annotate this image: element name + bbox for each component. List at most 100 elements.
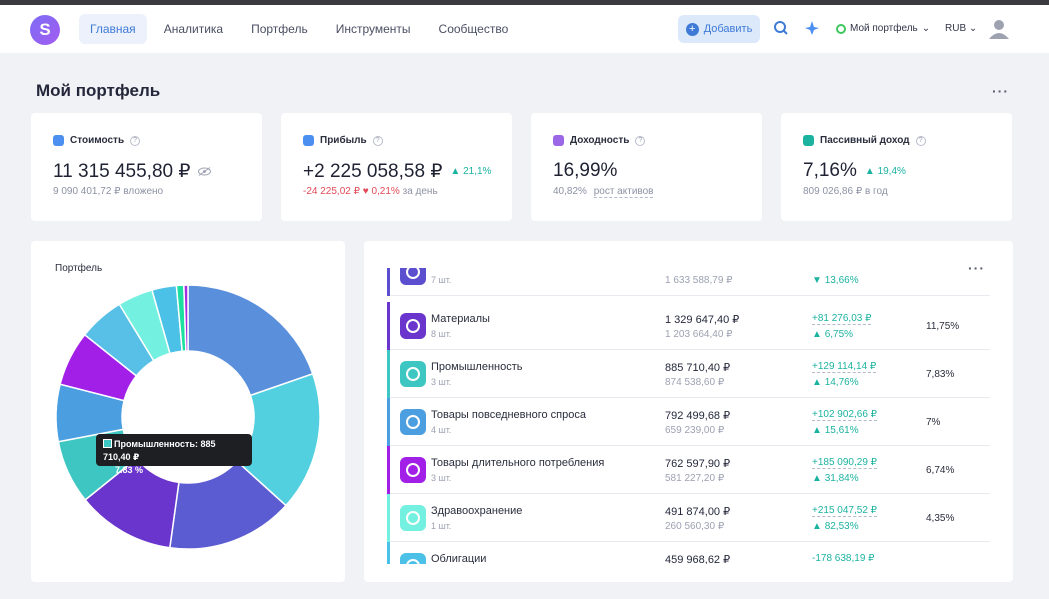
sector-icon [400,268,426,285]
stat-value: +2 225 058,58 ₽ [303,161,443,182]
table-row[interactable]: Товары длительного потребления 3 шт. 762… [387,446,990,494]
yield-sub-value: 40,82% [553,186,587,197]
stat-card-passive: Пассивный доход ? 7,16% ▲ 19,4% 809 026,… [781,113,1012,221]
table-row[interactable]: Облигации 459 968,62 ₽ -178 638,19 ₽ [387,542,990,564]
help-icon[interactable]: ? [915,135,926,146]
table-row[interactable]: 7 шт. 1 633 588,79 ₽ ▼ 13,66% [387,268,990,296]
search-icon[interactable] [773,20,789,36]
row-color-bar [387,350,390,398]
sector-invested: 874 538,60 ₽ [665,377,725,388]
row-color-bar [387,398,390,446]
sector-pl-pct: ▲ 15,61% [812,425,859,436]
sector-pl[interactable]: +102 902,66 ₽ [812,409,878,421]
table-more-icon[interactable]: ··· [968,260,985,276]
day-change-tail: за день [402,186,438,197]
chart-tooltip: Промышленность: 885 710,40 ₽ 7.83 % [96,434,252,475]
sector-invested: 1 203 664,40 ₽ [665,329,733,340]
calendar-icon [553,135,564,146]
stat-badge: ▲ 19,4% [864,165,906,177]
top-strip [0,0,1049,5]
legend-swatch [103,439,112,448]
ai-star-icon[interactable] [804,20,820,36]
home-icon [803,135,814,146]
sector-pl-pct-value: 82,53% [824,521,859,532]
day-change-pct: 0,21% [371,186,400,197]
help-icon[interactable]: ? [635,135,646,146]
table-row[interactable]: Материалы 8 шт. 1 329 647,40 ₽ 1 203 664… [387,302,990,350]
tooltip-label: Промышленность: 885 710,40 ₽ [103,439,216,462]
row-color-bar [387,268,390,296]
sector-share: 7,83% [926,369,955,380]
sector-icon [400,505,426,531]
sector-pl[interactable]: +129 114,14 ₽ [812,361,877,373]
sector-count: 7 шт. [431,275,452,285]
sector-icon [400,457,426,483]
sector-pl-pct: ▼ 13,66% [812,275,859,286]
page-more-icon[interactable]: ··· [992,83,1009,99]
stat-value-row: 7,16% ▲ 19,4% [803,160,906,182]
sector-current: 762 597,90 ₽ [665,458,731,470]
sector-pl[interactable]: +81 276,03 ₽ [812,313,872,325]
sector-pl-pct-value: 6,75% [824,329,854,340]
sector-icon [400,313,426,339]
asset-growth-link[interactable]: рост активов [593,186,654,198]
chart-title: Портфель [55,263,103,274]
stat-label-row: Доходность ? [553,135,646,146]
stat-value-row: 11 315 455,80 ₽ [53,160,212,183]
donut-chart[interactable] [31,241,345,582]
sector-invested: 659 239,00 ₽ [665,425,725,436]
stat-label: Стоимость [70,135,125,146]
stat-label-row: Стоимость ? [53,135,141,146]
down-arrow-icon: ♥ [362,186,369,197]
sector-share: 7% [926,417,941,428]
eye-hide-icon[interactable] [198,167,212,176]
plus-icon: + [685,22,699,36]
donut-slice[interactable] [183,284,189,352]
currency-select[interactable]: RUB ⌄ [945,23,977,34]
sector-pl[interactable]: -178 638,19 ₽ [812,553,875,564]
tooltip-label-row: Промышленность: 885 710,40 ₽ [103,438,245,464]
table-row[interactable]: Промышленность 3 шт. 885 710,40 ₽ 874 53… [387,350,990,398]
sector-pl-pct: ▲ 14,76% [812,377,859,388]
sector-pl[interactable]: +215 047,52 ₽ [812,505,878,517]
sector-count: 4 шт. [431,425,452,435]
chevron-down-icon: ⌄ [968,23,978,34]
portfolio-chart-card: Портфель [31,241,345,582]
sector-pl[interactable]: +185 090,29 ₽ [812,457,878,469]
nav-tab-community[interactable]: Сообщество [438,22,509,36]
row-color-bar [387,446,390,494]
sector-icon [400,361,426,387]
stat-card-value: Стоимость ? 11 315 455,80 ₽ 9 090 401,72… [31,113,262,221]
table-row[interactable]: Здравоохранение 1 шт. 491 874,00 ₽ 260 5… [387,494,990,542]
stat-label: Прибыль [320,135,367,146]
portfolio-select-label: Мой портфель [850,23,918,34]
nav-tab-portfolio[interactable]: Портфель [251,22,308,36]
row-color-bar [387,302,390,350]
portfolio-select[interactable]: Мой портфель ⌄ [836,23,930,34]
day-change-value: -24 225,02 ₽ [303,186,360,197]
sector-share: 11,75% [926,321,960,332]
sector-count: 8 шт. [431,329,452,339]
logo[interactable]: S [30,15,60,45]
sector-name: Товары длительного потребления [431,457,605,469]
nav-tab-home[interactable]: Главная [79,14,147,44]
sector-share: 4,35% [926,513,955,524]
row-color-bar [387,494,390,542]
stat-card-profit: Прибыль ? +2 225 058,58 ₽ ▲ 21,1% -24 22… [281,113,512,221]
stat-sub: 9 090 401,72 ₽ вложено [53,186,164,197]
add-button[interactable]: + Добавить [678,15,760,43]
table-row[interactable]: Товары повседневного спроса 4 шт. 792 49… [387,398,990,446]
sector-share: 6,74% [926,465,955,476]
donut-slice[interactable] [187,284,314,397]
sector-icon [400,409,426,435]
help-icon[interactable]: ? [372,135,383,146]
sectors-table-card [364,241,1013,582]
sector-pl-pct-value: 31,84% [824,473,859,484]
avatar[interactable] [989,19,1009,39]
wallet-icon [53,135,64,146]
nav-tab-tools[interactable]: Инструменты [335,22,411,36]
nav-tab-analytics[interactable]: Аналитика [163,22,224,36]
sector-current: 491 874,00 ₽ [665,506,731,518]
sector-name: Здравоохранение [431,505,523,517]
help-icon[interactable]: ? [130,135,141,146]
